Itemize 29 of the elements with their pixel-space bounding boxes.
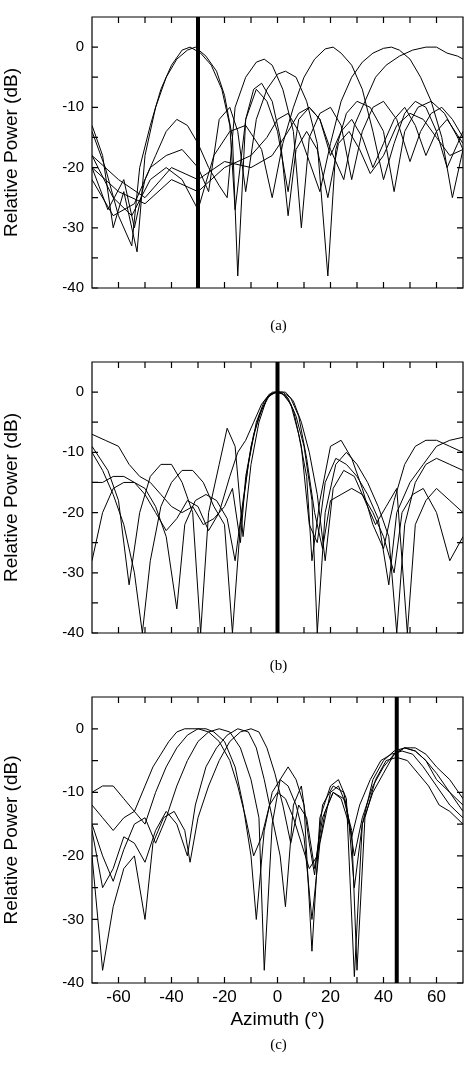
x-tick-label: -20 <box>212 986 237 1006</box>
y-tick-label: -30 <box>62 909 84 927</box>
text: (b) <box>269 657 288 673</box>
y-axis-title: Relative Power (dB) <box>0 755 21 925</box>
y-tick-label: 0 <box>75 382 84 400</box>
y-tick-label: -20 <box>62 846 84 864</box>
x-tick-label: 40 <box>374 986 393 1006</box>
y-tick-label: 0 <box>75 37 84 55</box>
x-tick-label: -40 <box>159 986 184 1006</box>
x-tick-label: -60 <box>106 986 131 1006</box>
x-tick-label: 60 <box>427 986 446 1006</box>
x-tick-label: 20 <box>321 986 340 1006</box>
x-tick-label: 0 <box>272 986 283 1006</box>
y-axis-title: Relative Power (dB) <box>0 413 21 582</box>
y-tick-label: 0 <box>75 718 84 736</box>
text: (c) <box>270 1036 287 1052</box>
y-tick-label: -40 <box>62 278 84 296</box>
text: (a) <box>270 317 287 333</box>
x-axis-title: Azimuth (°) <box>230 1007 325 1029</box>
y-tick-label: -30 <box>62 217 84 235</box>
y-tick-label: -40 <box>62 973 84 991</box>
y-tick-label: -40 <box>62 623 84 641</box>
y-tick-label: -20 <box>62 157 84 175</box>
y-tick-label: -10 <box>62 97 84 115</box>
y-tick-label: -20 <box>62 502 84 520</box>
y-tick-label: -30 <box>62 562 84 580</box>
y-tick-label: -10 <box>62 442 84 460</box>
y-tick-label: -10 <box>62 782 84 800</box>
y-axis-title: Relative Power (dB) <box>0 68 21 237</box>
